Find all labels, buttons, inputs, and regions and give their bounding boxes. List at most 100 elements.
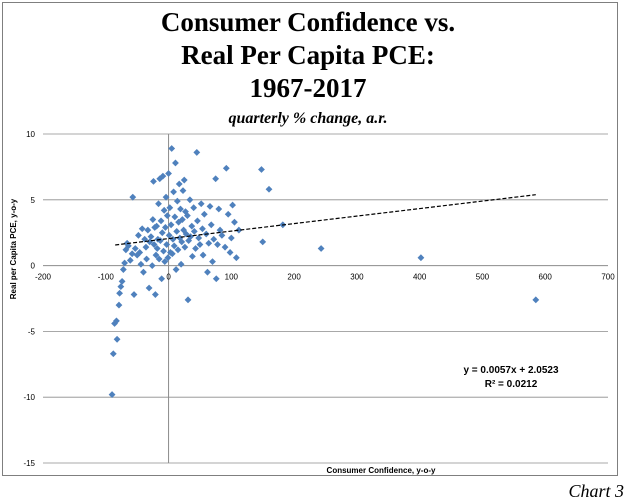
data-point xyxy=(265,185,273,193)
y-tick-label: 10 xyxy=(26,130,35,139)
data-point xyxy=(184,296,192,304)
data-point xyxy=(155,200,162,208)
data-point xyxy=(121,259,129,267)
data-point xyxy=(222,164,230,172)
data-point xyxy=(156,175,164,183)
data-point xyxy=(116,289,123,297)
data-point xyxy=(178,238,186,246)
data-point xyxy=(172,159,179,167)
data-point xyxy=(167,221,175,229)
data-point xyxy=(130,291,138,298)
data-point xyxy=(148,262,156,269)
data-point xyxy=(147,233,155,241)
data-point xyxy=(177,260,185,268)
y-tick-label: 5 xyxy=(31,196,36,205)
data-point xyxy=(199,251,207,259)
data-point xyxy=(162,224,169,231)
data-point xyxy=(204,268,211,276)
data-point xyxy=(163,241,171,248)
data-point xyxy=(172,266,180,273)
r-squared-label: R² = 0.0212 xyxy=(485,379,538,390)
data-point xyxy=(218,231,226,239)
y-tick-label: -15 xyxy=(23,459,35,468)
data-point xyxy=(144,226,152,234)
data-point xyxy=(113,317,120,325)
data-point xyxy=(168,250,176,258)
data-point xyxy=(160,247,167,255)
data-point xyxy=(143,255,150,263)
data-point xyxy=(153,245,161,252)
data-point xyxy=(155,255,163,263)
data-point xyxy=(200,210,208,218)
data-point xyxy=(124,242,132,250)
data-point xyxy=(189,252,196,260)
data-point xyxy=(165,170,172,177)
data-point xyxy=(210,235,218,243)
data-point xyxy=(206,202,214,210)
data-point xyxy=(227,234,235,242)
data-point xyxy=(181,243,189,251)
axes xyxy=(43,134,608,463)
data-points xyxy=(108,145,540,398)
trendline-equation: y = 0.0057x + 2.0523 xyxy=(463,365,559,376)
data-point xyxy=(214,241,221,248)
data-point xyxy=(171,213,179,221)
data-point xyxy=(232,254,240,262)
y-tick-labels: 10 5 0 -5 -10 -15 xyxy=(23,130,35,468)
data-point xyxy=(128,250,136,258)
x-tick-label: 600 xyxy=(539,273,553,282)
data-point xyxy=(193,149,201,156)
data-point xyxy=(137,260,145,268)
data-point xyxy=(168,145,176,152)
y-axis-label: Real per Capita PCE, y-o-y xyxy=(9,198,18,299)
data-point xyxy=(192,245,199,252)
data-point xyxy=(108,391,116,398)
data-point xyxy=(170,188,177,196)
data-point xyxy=(118,277,126,285)
data-point xyxy=(163,212,171,219)
data-point xyxy=(129,193,137,201)
x-tick-label: 300 xyxy=(350,273,364,282)
data-point xyxy=(115,301,123,309)
data-point xyxy=(136,249,144,256)
data-point xyxy=(151,291,159,298)
data-point xyxy=(142,243,150,251)
x-tick-label: 700 xyxy=(601,273,615,282)
title-line-2: Real Per Capita PCE: xyxy=(181,40,435,70)
data-point xyxy=(160,206,168,214)
data-point xyxy=(140,268,147,276)
data-point xyxy=(138,225,146,233)
data-point xyxy=(173,227,181,235)
data-point xyxy=(180,226,188,234)
chart-subtitle: quarterly % change, a.r. xyxy=(228,110,388,127)
data-point xyxy=(209,258,216,266)
data-point xyxy=(212,275,220,283)
data-point xyxy=(216,226,224,234)
x-tick-label: -200 xyxy=(35,273,52,282)
data-point xyxy=(113,335,121,343)
data-point xyxy=(180,176,188,184)
data-point xyxy=(190,204,198,212)
data-point xyxy=(199,225,206,233)
data-point xyxy=(135,231,142,239)
data-point xyxy=(177,205,184,213)
data-point xyxy=(235,226,243,234)
data-point xyxy=(532,296,540,304)
data-point xyxy=(158,229,166,237)
data-point xyxy=(186,196,194,204)
data-point xyxy=(196,241,204,248)
data-point xyxy=(175,180,183,188)
x-axis-label: Consumer Confidence, y-o-y xyxy=(327,466,436,475)
data-point xyxy=(161,258,169,266)
data-point xyxy=(169,235,177,243)
data-point xyxy=(153,222,161,230)
data-point xyxy=(162,193,170,201)
data-point xyxy=(170,242,178,250)
x-tick-label: -100 xyxy=(98,273,115,282)
data-point xyxy=(195,234,203,242)
data-point xyxy=(150,177,157,185)
data-point xyxy=(221,243,229,251)
x-tick-label: 500 xyxy=(476,273,490,282)
data-point xyxy=(119,266,127,273)
